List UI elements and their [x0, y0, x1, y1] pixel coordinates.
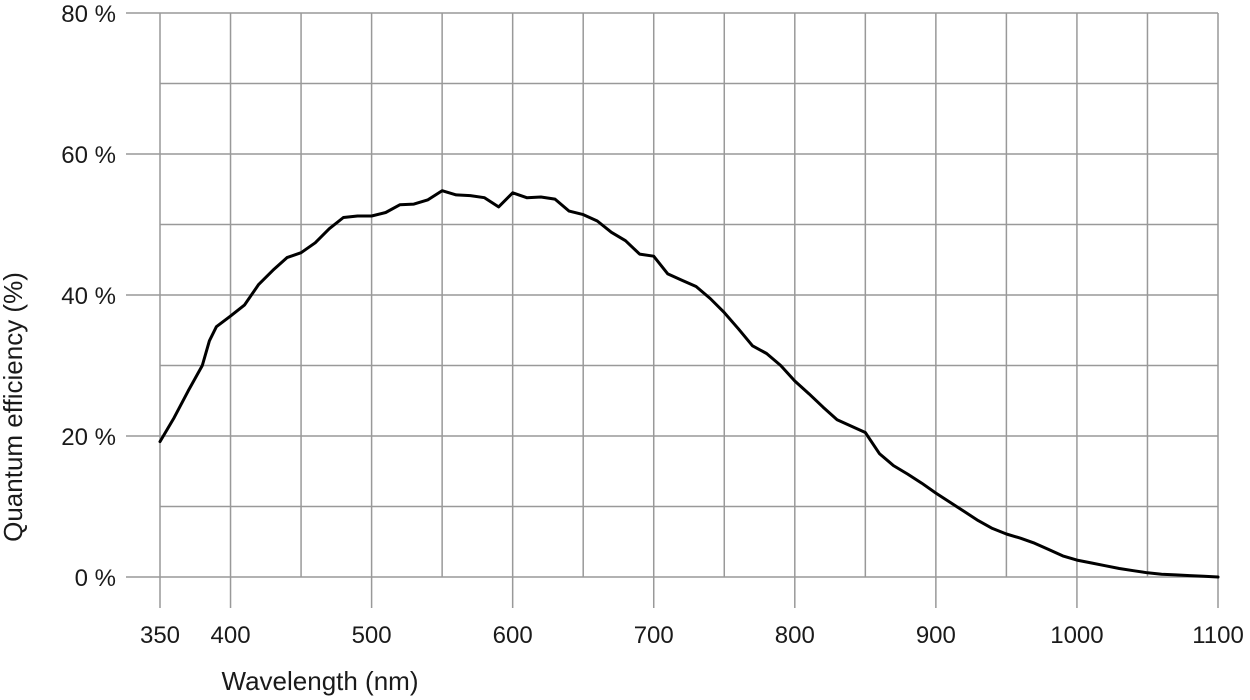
x-tick-label: 700 — [634, 622, 674, 649]
x-axis-title: Wavelength (nm) — [222, 666, 419, 696]
y-tick-label: 40 % — [61, 283, 116, 310]
y-tick-label: 80 % — [61, 1, 116, 28]
series-line — [158, 189, 1220, 579]
y-tick-label: 60 % — [61, 142, 116, 169]
x-tick-label: 1100 — [1192, 622, 1244, 649]
axis-ticks — [126, 12, 1219, 608]
x-tick-label: 400 — [211, 622, 251, 649]
grid — [159, 12, 1219, 578]
y-tick-label: 0 % — [75, 565, 116, 592]
x-tick-label: 1000 — [1050, 622, 1103, 649]
y-axis-title: Quantum efficiency (%) — [0, 272, 28, 542]
x-tick-label: 350 — [140, 622, 180, 649]
x-tick-label: 900 — [916, 622, 956, 649]
series-layer — [158, 189, 1220, 579]
y-tick-label: 20 % — [61, 424, 116, 451]
x-tick-label: 500 — [352, 622, 392, 649]
x-tick-label: 600 — [493, 622, 533, 649]
tick-labels: 0 % 20 % 40 % 60 % 80 % 350 400 500 600 700 800 900… — [61, 1, 1244, 649]
x-tick-label: 800 — [775, 622, 815, 649]
